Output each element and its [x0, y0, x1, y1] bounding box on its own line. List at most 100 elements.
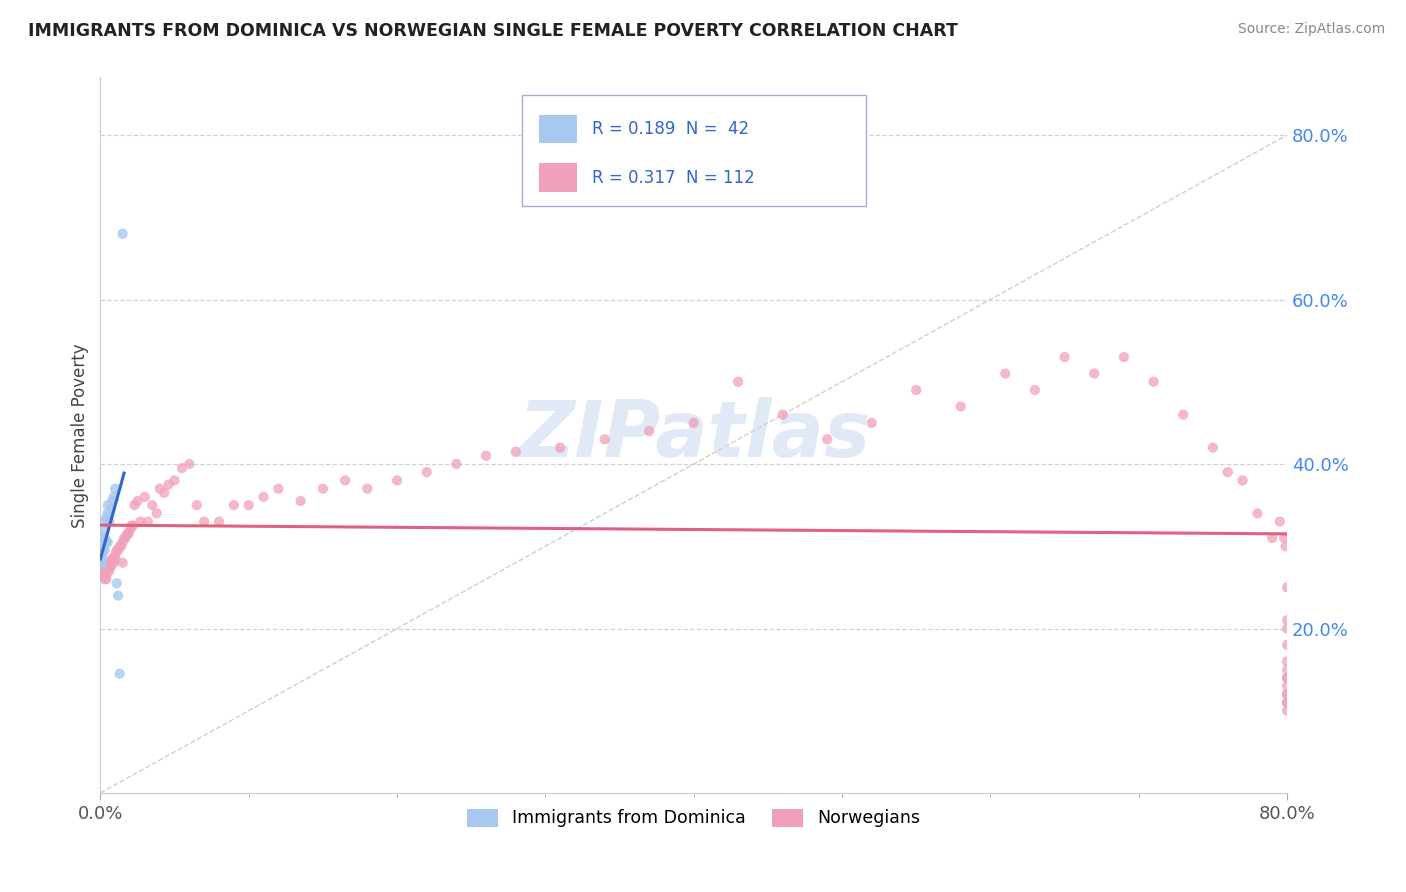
Point: [333, 474, 356, 488]
Point: [385, 474, 408, 488]
Point: [121, 518, 143, 533]
Point: [105, 576, 128, 591]
Point: [90, 543, 112, 558]
Point: [267, 482, 290, 496]
Point: [94, 543, 117, 558]
Point: [97, 498, 120, 512]
Point: [1275, 687, 1298, 701]
Point: [141, 498, 163, 512]
Point: [90, 564, 112, 578]
Point: [356, 482, 378, 496]
Point: [91, 559, 114, 574]
Point: [90, 543, 112, 558]
Point: [238, 498, 260, 512]
Point: [949, 400, 972, 414]
Point: [153, 485, 176, 500]
FancyBboxPatch shape: [522, 95, 866, 206]
Point: [682, 416, 704, 430]
Point: [1216, 465, 1239, 479]
Point: [96, 510, 118, 524]
Point: [90, 556, 112, 570]
Point: [111, 227, 134, 241]
Point: [117, 527, 139, 541]
Point: [548, 441, 571, 455]
Point: [110, 539, 132, 553]
Point: [91, 531, 114, 545]
Point: [98, 564, 121, 578]
Point: [90, 551, 112, 566]
Point: [90, 568, 112, 582]
Point: [1275, 679, 1298, 693]
Point: [1246, 507, 1268, 521]
Point: [91, 535, 114, 549]
Point: [1232, 474, 1254, 488]
Point: [96, 564, 118, 578]
Point: [111, 556, 134, 570]
Point: [1202, 441, 1225, 455]
Point: [90, 556, 112, 570]
Point: [100, 502, 122, 516]
Point: [446, 457, 468, 471]
Point: [115, 527, 138, 541]
Point: [163, 474, 186, 488]
Point: [312, 482, 335, 496]
Point: [90, 551, 112, 566]
Point: [222, 498, 245, 512]
Point: [94, 531, 117, 545]
Point: [103, 490, 125, 504]
Point: [98, 515, 121, 529]
Point: [97, 564, 120, 578]
Point: [208, 515, 231, 529]
Point: [91, 559, 114, 574]
Point: [104, 482, 127, 496]
Point: [727, 375, 749, 389]
Point: [90, 551, 112, 566]
Point: [101, 556, 124, 570]
Y-axis label: Single Female Poverty: Single Female Poverty: [72, 343, 89, 527]
Point: [90, 556, 112, 570]
Point: [90, 548, 112, 562]
Point: [1275, 663, 1298, 677]
Point: [1053, 350, 1076, 364]
Point: [94, 523, 117, 537]
Text: Source: ZipAtlas.com: Source: ZipAtlas.com: [1237, 22, 1385, 37]
Point: [415, 465, 437, 479]
Point: [90, 543, 112, 558]
Point: [186, 498, 208, 512]
Point: [593, 433, 616, 447]
Point: [860, 416, 883, 430]
Point: [100, 556, 122, 570]
Text: R = 0.317  N = 112: R = 0.317 N = 112: [592, 169, 755, 186]
Point: [994, 367, 1017, 381]
Point: [1275, 687, 1298, 701]
Point: [114, 531, 136, 545]
Point: [96, 535, 118, 549]
Point: [1275, 671, 1298, 685]
Point: [1272, 531, 1295, 545]
Point: [1275, 696, 1298, 710]
Point: [129, 515, 152, 529]
Point: [94, 568, 117, 582]
Point: [90, 551, 112, 566]
Point: [1275, 638, 1298, 652]
Point: [1275, 622, 1298, 636]
Point: [98, 559, 121, 574]
Point: [112, 531, 135, 545]
Point: [1024, 383, 1046, 397]
Point: [96, 568, 118, 582]
Point: [1268, 515, 1291, 529]
Point: [90, 548, 112, 562]
Point: [1274, 539, 1296, 553]
Point: [290, 494, 312, 508]
Point: [91, 564, 114, 578]
Point: [127, 494, 149, 508]
Point: [97, 535, 120, 549]
Point: [105, 543, 128, 558]
Point: [108, 539, 131, 553]
Point: [252, 490, 274, 504]
Point: [90, 543, 112, 558]
Point: [97, 556, 120, 570]
Point: [145, 507, 167, 521]
Point: [134, 490, 156, 504]
Point: [149, 482, 172, 496]
